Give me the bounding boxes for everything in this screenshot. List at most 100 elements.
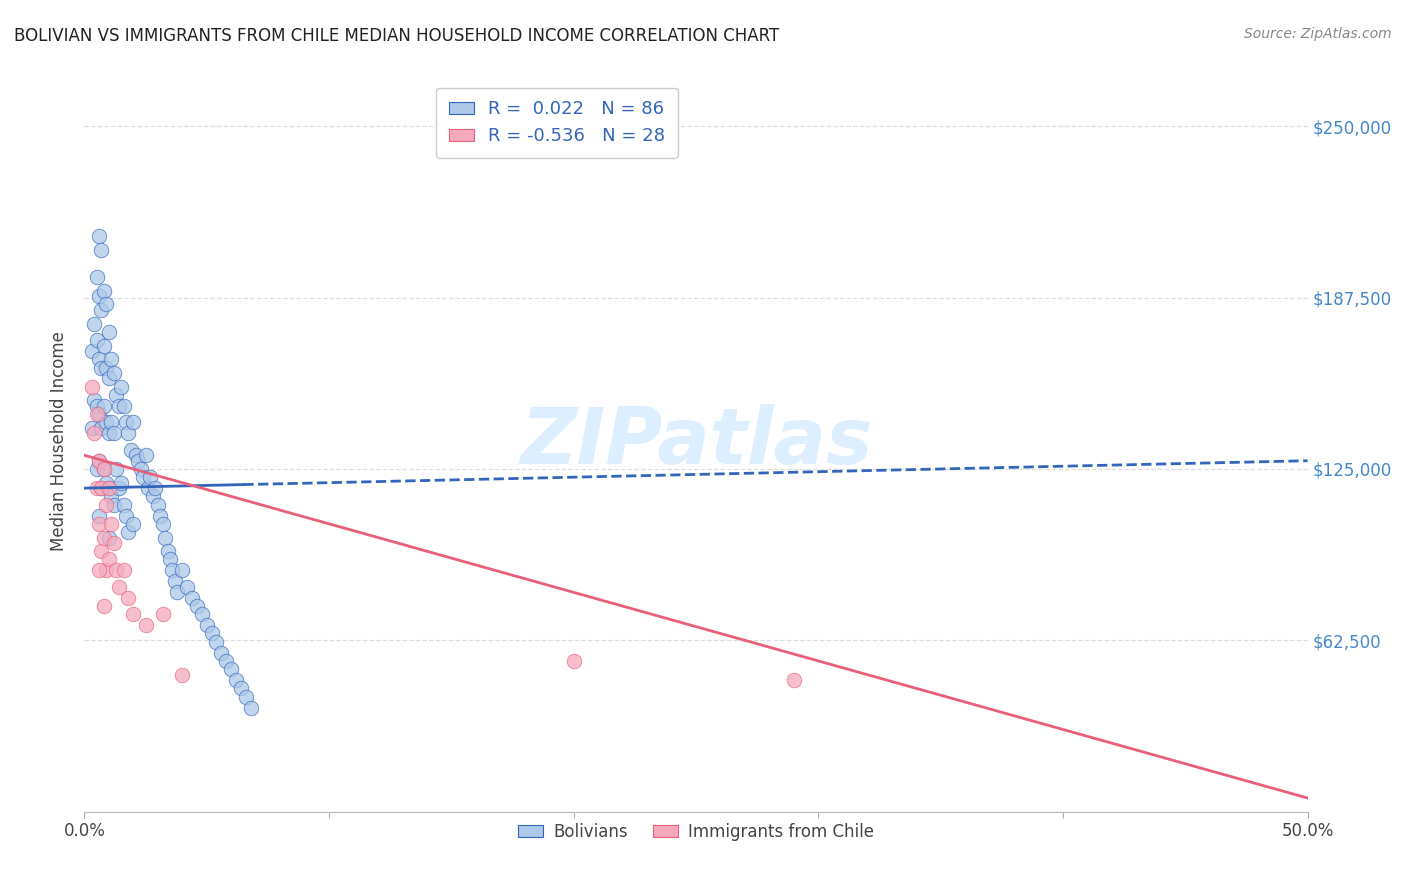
Point [97,481,120,495]
Point [97,481,120,495]
Point [135,448,157,462]
Point [146,498,169,512]
Point [163,574,186,589]
Point [112,498,135,512]
Point [209,646,232,660]
Point [83,426,105,441]
Point [125,448,148,462]
Point [80,380,103,394]
Point [110,380,132,394]
Point [96,297,118,311]
Text: ZIPatlas: ZIPatlas [520,403,872,480]
Text: BOLIVIAN VS IMMIGRANTS FROM CHILE MEDIAN HOUSEHOLD INCOME CORRELATION CHART: BOLIVIAN VS IMMIGRANTS FROM CHILE MEDIAN… [14,27,779,45]
Point [129,462,152,476]
Y-axis label: Median Household Income: Median Household Income [51,332,69,551]
Point [97,531,120,545]
Point [139,470,162,484]
Point [142,489,165,503]
Point [87,516,110,531]
Point [107,481,129,495]
Point [97,371,120,385]
Point [117,426,139,441]
Point [87,352,110,367]
Point [90,243,112,257]
Point [105,462,128,476]
Point [86,481,108,495]
Point [93,599,115,613]
Point [181,591,204,605]
Point [152,516,174,531]
Point [153,531,176,545]
Point [127,454,149,468]
Point [235,690,257,704]
Point [100,352,122,367]
Point [162,563,184,577]
Point [86,270,108,285]
Point [112,399,135,413]
Point [87,563,110,577]
Point [93,399,115,413]
Point [117,524,139,539]
Point [90,481,112,495]
Point [132,470,155,484]
Point [105,388,128,402]
Point [149,508,172,523]
Point [186,599,208,613]
Point [93,284,115,298]
Point [143,481,166,495]
Legend: Bolivians, Immigrants from Chile: Bolivians, Immigrants from Chile [512,816,880,847]
Point [103,366,125,380]
Point [87,407,110,421]
Point [87,228,110,243]
Point [86,462,108,476]
Point [115,415,138,429]
Point [176,580,198,594]
Point [107,399,129,413]
Point [122,415,145,429]
Point [562,654,585,668]
Point [80,344,103,359]
Point [90,421,112,435]
Point [97,426,120,441]
Point [191,607,214,622]
Point [136,481,159,495]
Point [152,607,174,622]
Point [97,325,120,339]
Point [86,399,108,413]
Point [83,393,105,408]
Point [135,618,157,632]
Point [122,607,145,622]
Point [93,462,115,476]
Point [87,454,110,468]
Point [107,580,129,594]
Point [87,454,110,468]
Point [172,563,194,577]
Point [90,360,112,375]
Point [156,544,179,558]
Point [122,516,145,531]
Point [215,654,238,668]
Point [97,552,120,566]
Text: Source: ZipAtlas.com: Source: ZipAtlas.com [1244,27,1392,41]
Point [110,475,132,490]
Point [90,302,112,317]
Point [103,498,125,512]
Point [103,426,125,441]
Point [239,700,262,714]
Point [229,681,252,696]
Point [93,462,115,476]
Point [225,673,247,687]
Point [83,317,105,331]
Point [96,360,118,375]
Point [159,552,181,566]
Point [117,591,139,605]
Point [783,673,806,687]
Point [80,421,103,435]
Point [86,407,108,421]
Point [219,662,242,676]
Point [86,333,108,347]
Point [205,634,228,648]
Point [96,563,118,577]
Point [200,626,222,640]
Point [90,481,112,495]
